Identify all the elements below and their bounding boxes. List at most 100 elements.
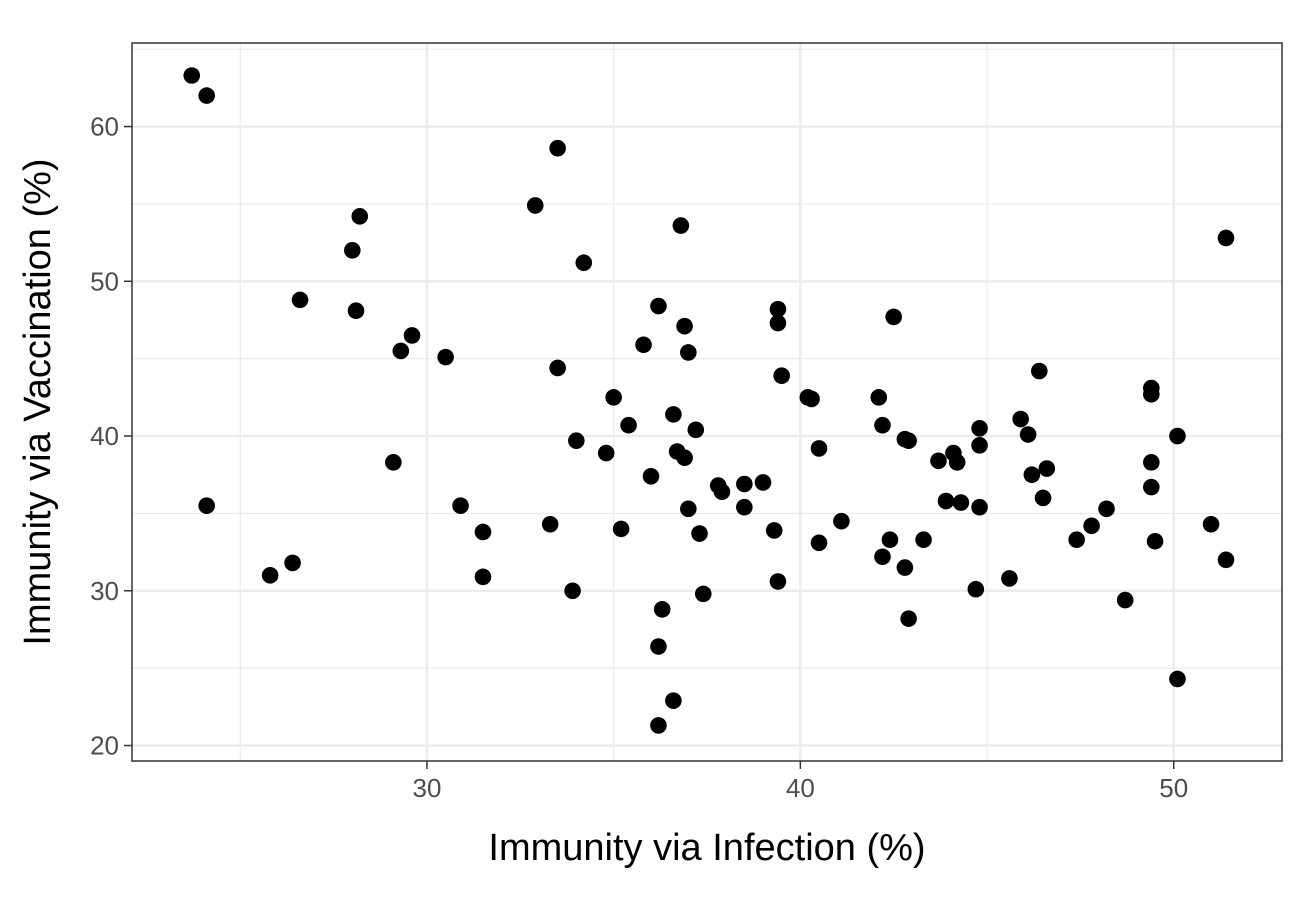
data-point [452,497,469,514]
data-point [676,317,693,335]
data-point [769,300,787,318]
data-point [1169,670,1186,688]
data-point [437,348,454,366]
plot-panel-background [132,43,1282,761]
data-point [691,525,708,542]
data-point [1068,531,1085,549]
data-point [1143,454,1160,471]
plot-panel-border [131,42,1283,762]
y-tick-label: 30 [90,576,119,606]
data-point [1202,515,1220,533]
data-point [351,208,369,225]
data-point [605,389,622,406]
data-point [885,308,902,326]
data-point [392,342,410,360]
data-point [575,254,593,272]
data-point [870,389,888,406]
data-point [261,567,279,584]
data-point [900,432,917,449]
data-point [676,449,693,467]
data-point [541,515,559,533]
data-point [1098,500,1115,518]
data-point [343,242,361,259]
data-point [967,580,985,598]
data-point [1116,591,1134,609]
data-point [773,367,790,384]
data-point [971,420,988,437]
data-point [549,359,566,377]
data-point [769,573,787,590]
data-point [526,197,544,214]
data-point [474,568,492,586]
data-point [1001,570,1018,587]
data-point [1012,410,1029,428]
data-point [1083,517,1100,535]
data-point [900,610,917,627]
data-point [620,416,637,434]
data-point [291,291,309,309]
data-point [568,432,585,449]
data-point [971,498,988,516]
data-point [736,498,753,516]
data-point [680,344,697,361]
data-point [198,497,215,514]
y-axis-title: Immunity via Vaccination (%) [17,158,59,645]
data-point [1146,532,1164,550]
data-point [769,314,787,332]
data-point [810,534,828,552]
data-point [1034,489,1052,507]
data-point [672,217,690,234]
data-point [1217,229,1235,247]
data-point [1143,478,1160,496]
data-points [183,67,1235,734]
minor-grid [132,43,1282,761]
data-point [765,522,783,539]
data-point [874,416,891,434]
data-point [1143,385,1160,403]
data-point [1038,460,1056,477]
data-point [713,483,731,501]
x-tick-label: 40 [786,773,815,803]
data-point [1023,466,1041,484]
data-point [937,492,955,510]
data-point [833,512,850,530]
x-tick-label: 50 [1159,773,1188,803]
data-point [403,327,421,344]
data-point [971,437,988,454]
data-point [810,440,828,457]
data-point [1169,427,1186,445]
data-point [896,559,914,576]
data-point [754,474,772,491]
x-axis-ticks: 30 40 50 [413,761,1188,803]
data-point [183,67,201,84]
data-point [665,692,682,709]
data-point [874,548,891,566]
data-point [653,601,671,618]
data-point [347,302,365,320]
data-point [736,475,753,493]
data-point [952,494,970,511]
data-point [1217,551,1235,569]
y-axis-ticks: 20 30 40 50 60 [90,112,132,761]
data-point [803,390,820,408]
data-point [635,336,652,354]
data-point [881,531,899,549]
data-point [1031,362,1048,380]
data-point [930,452,947,470]
x-axis-title: Immunity via Infection (%) [488,827,925,869]
data-point [650,717,667,734]
data-point [665,406,682,423]
data-point [1019,426,1037,443]
data-point [474,523,492,541]
data-point [642,467,660,485]
y-tick-label: 60 [90,112,119,142]
data-point [385,454,402,471]
data-point [597,444,615,462]
y-tick-label: 50 [90,266,119,296]
y-tick-label: 20 [90,731,119,761]
data-point [284,554,301,572]
data-point [687,421,705,439]
data-point [612,520,630,538]
y-tick-label: 40 [90,421,119,451]
